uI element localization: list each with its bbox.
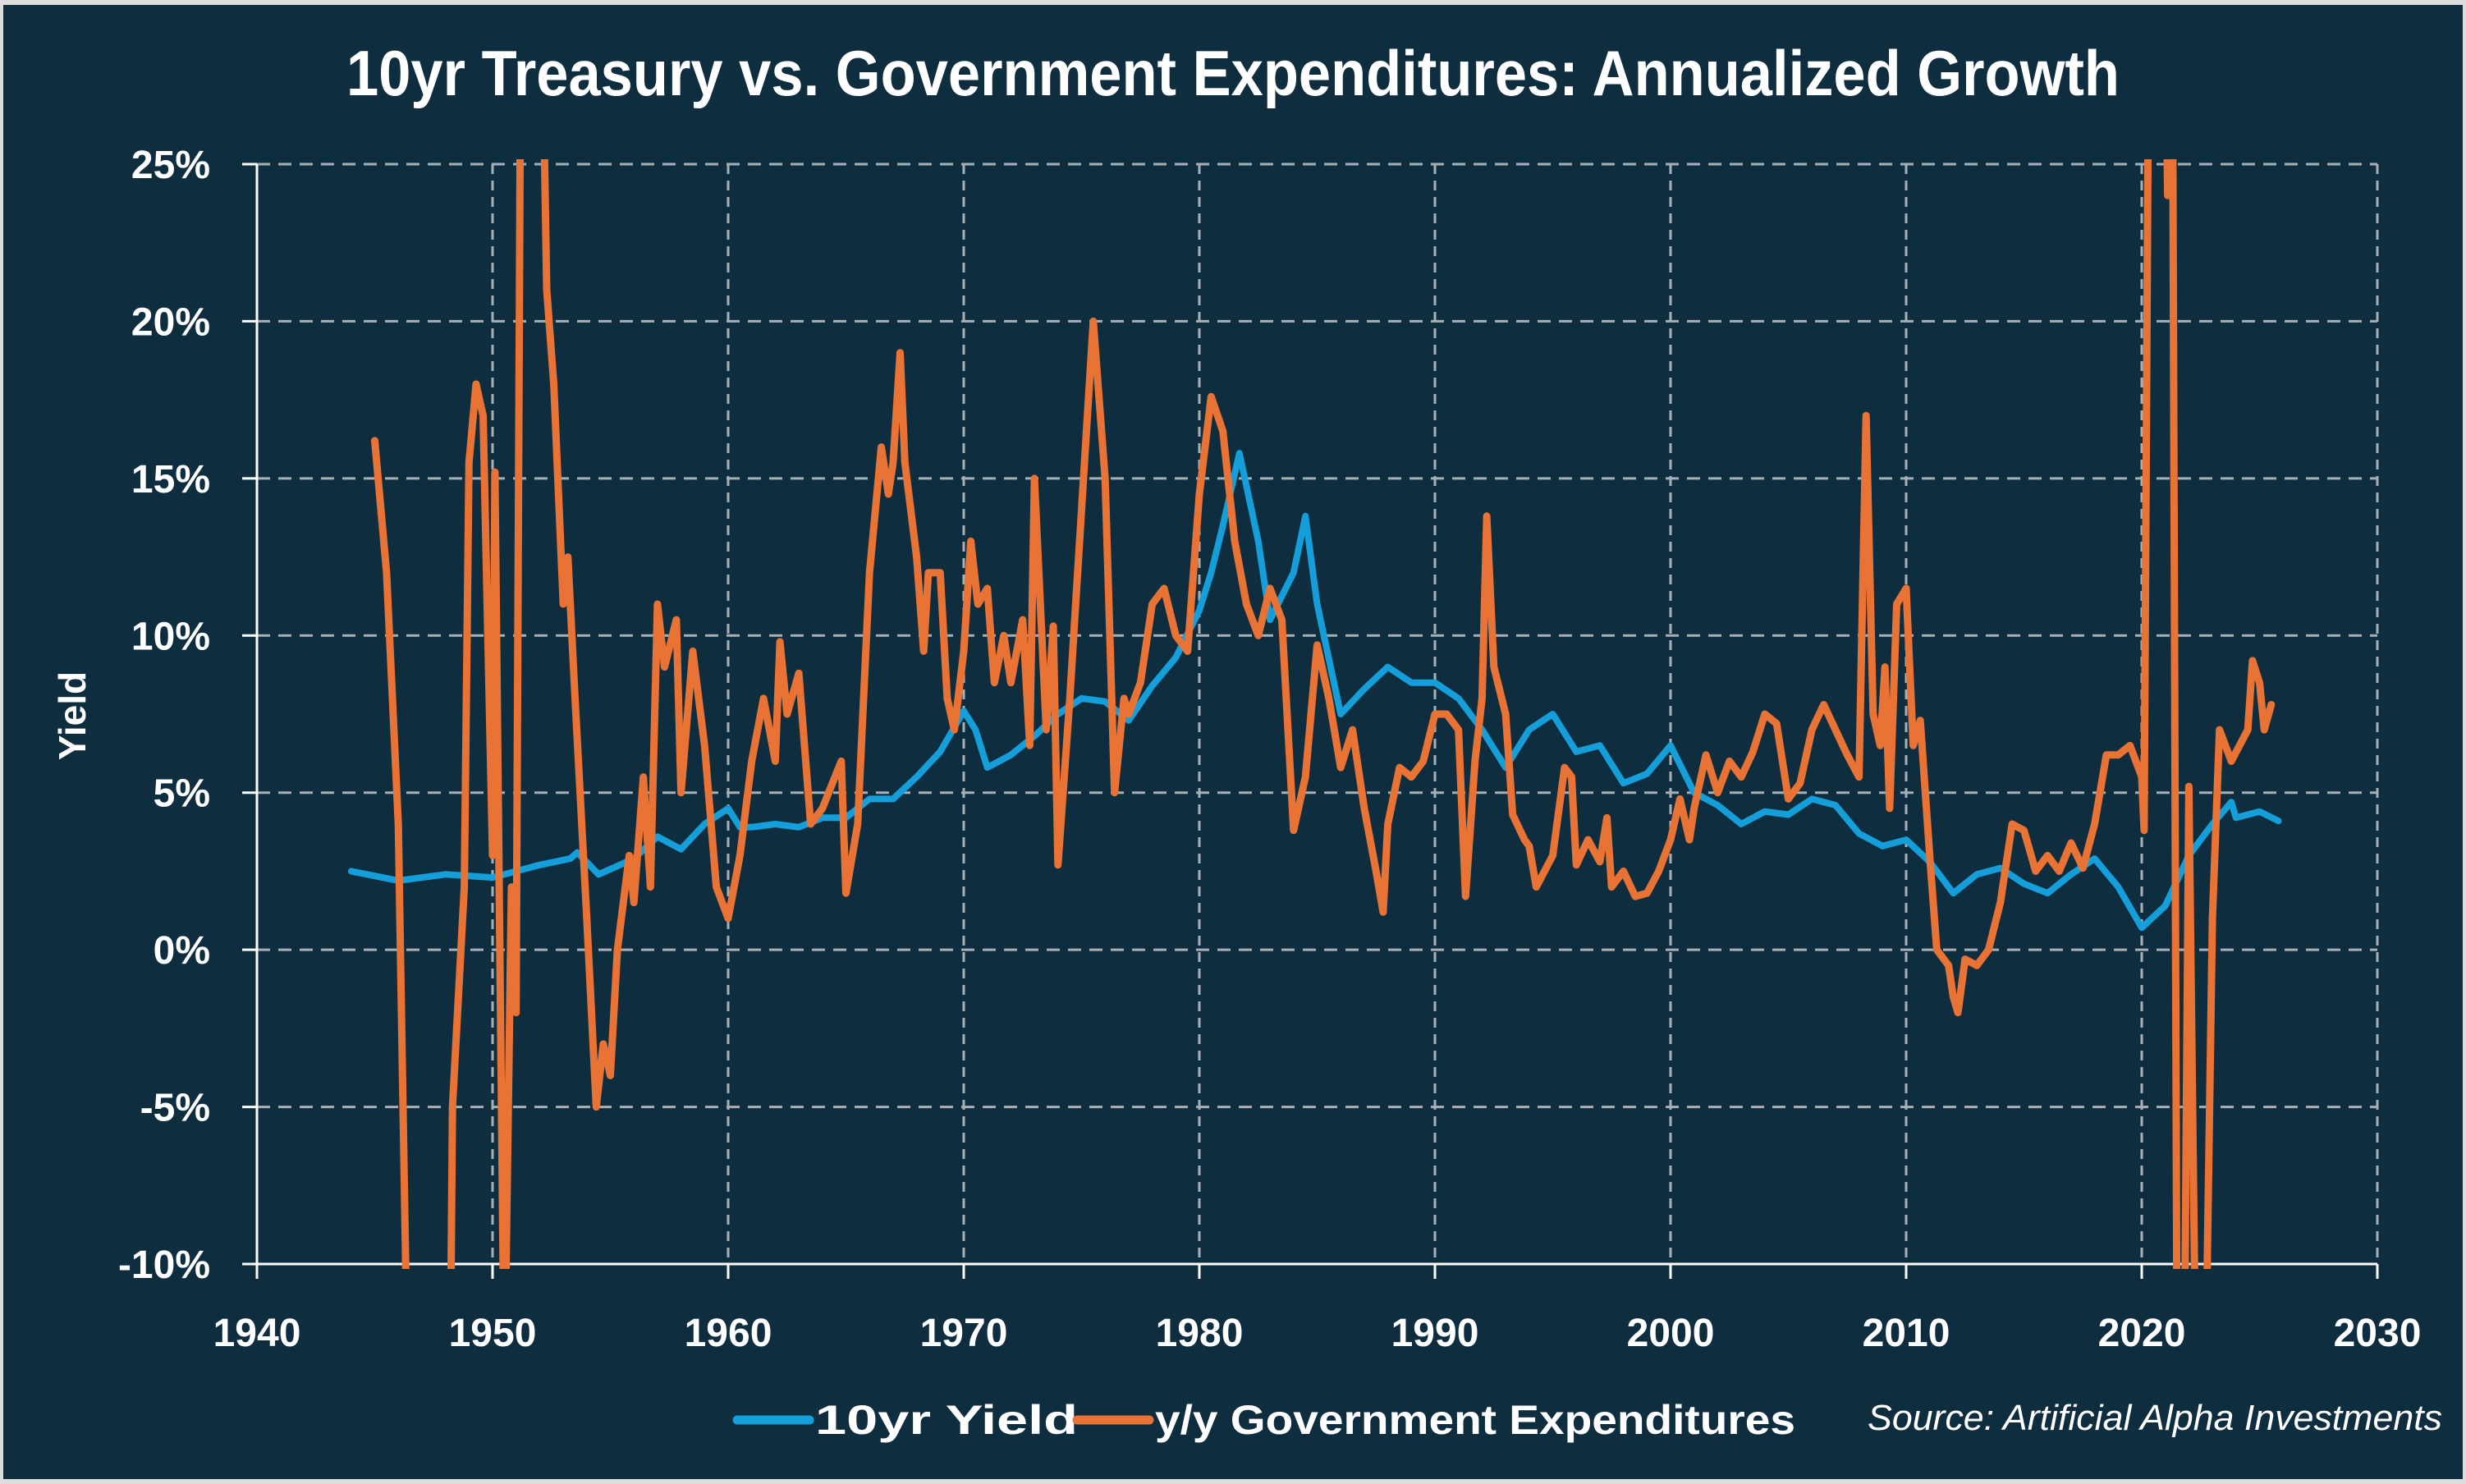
y-tick-label: 25% <box>131 144 210 187</box>
y-tick-label: 5% <box>154 772 210 816</box>
chart-background <box>3 5 2463 1479</box>
x-tick-label: 1970 <box>920 1312 1008 1355</box>
series-line-10yr-yield <box>347 450 2282 932</box>
legend-label: y/y Government Expenditures <box>1155 1397 1795 1443</box>
legend-label: 10yr Yield <box>815 1397 1078 1443</box>
y-tick-label: 0% <box>154 929 210 973</box>
x-tick-label: 1950 <box>449 1312 537 1355</box>
x-tick-label: 2030 <box>2334 1312 2422 1355</box>
chart-title: 10yr Treasury vs. Government Expenditure… <box>346 37 2120 109</box>
y-tick-label: 10% <box>131 615 210 658</box>
series-group <box>347 159 2282 1269</box>
legend: 10yr Yield y/y Government Expenditures <box>732 1397 1795 1443</box>
series-line-gov-expenditures <box>371 159 2276 1269</box>
y-tick-label: -5% <box>140 1087 210 1130</box>
x-tick-label: 2010 <box>1863 1312 1950 1355</box>
x-tick-label: 1980 <box>1156 1312 1244 1355</box>
y-tick-label: -10% <box>118 1244 210 1287</box>
source-note: Source: Artificial Alpha Investments <box>1868 1398 2442 1438</box>
x-tick-label: 1990 <box>1391 1312 1479 1355</box>
y-tick-label: 15% <box>131 458 210 502</box>
x-tick-label: 1960 <box>685 1312 772 1355</box>
y-axis-title: Yield <box>51 671 94 760</box>
x-tick-label: 1940 <box>213 1312 301 1355</box>
axes: -10% -5% 0% 5% 10% 15% 20% 25% 1940 1950 1960 1970 1… <box>118 144 2421 1355</box>
x-tick-label: 2000 <box>1627 1312 1715 1355</box>
x-tick-label: 2020 <box>2098 1312 2186 1355</box>
grid <box>257 163 2379 1264</box>
y-tick-label: 20% <box>131 300 210 344</box>
